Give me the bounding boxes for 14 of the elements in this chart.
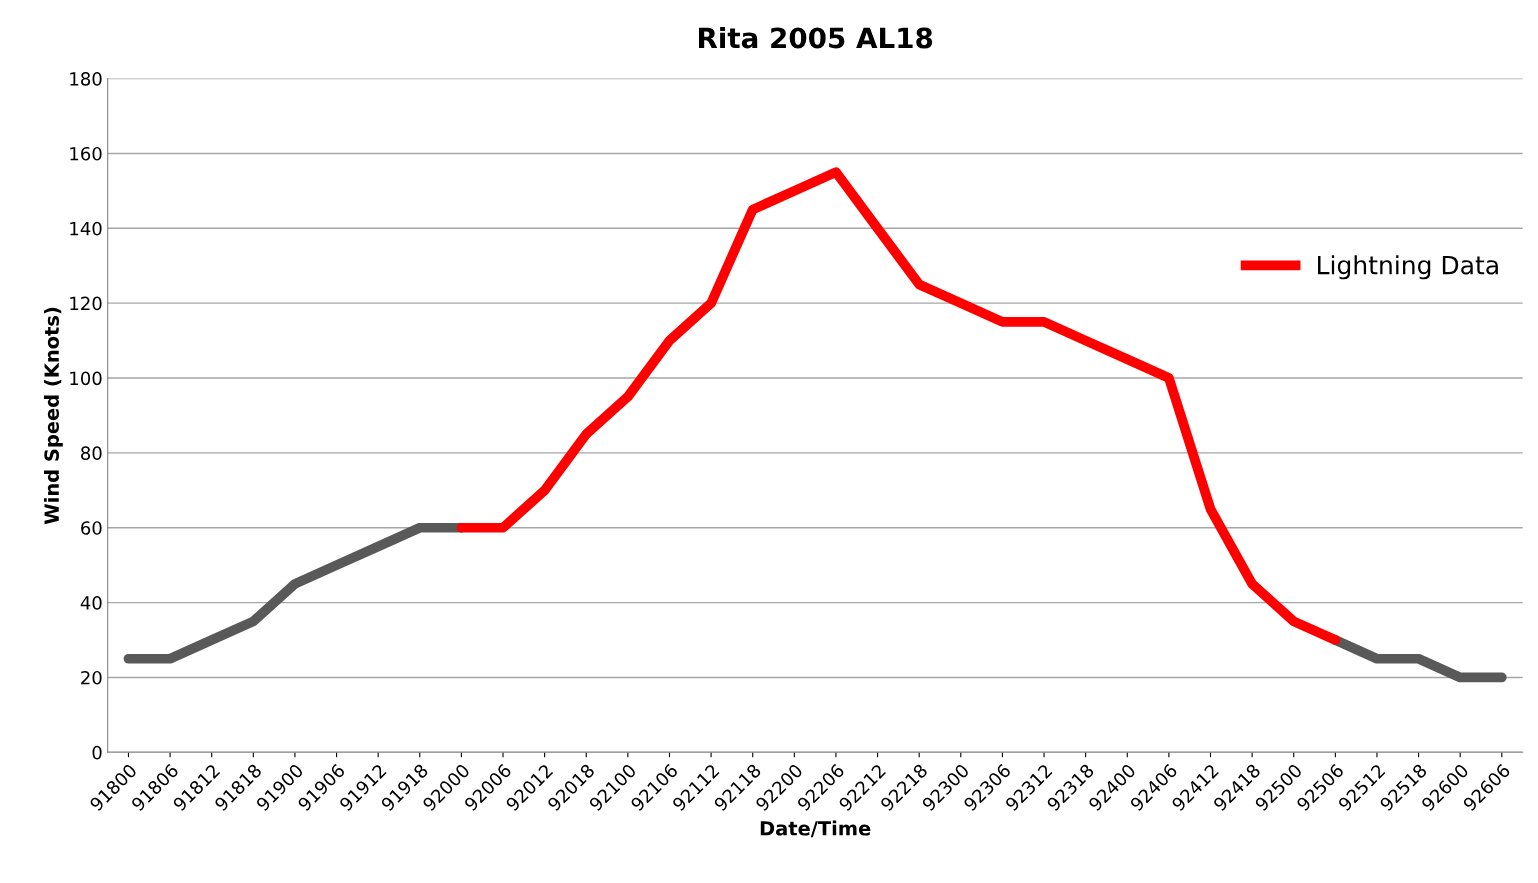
y-tick-label: 100 — [70, 371, 102, 386]
y-tick-label: 140 — [70, 221, 102, 236]
y-tick-label: 0 — [92, 745, 102, 760]
y-tick-label: 20 — [81, 670, 102, 685]
chart-title: Rita 2005 AL18 — [698, 26, 933, 49]
y-tick-label: 60 — [81, 521, 102, 535]
y-tick-label: 120 — [70, 296, 102, 311]
legend-label: Lightning Data — [1318, 255, 1498, 280]
x-axis-title: Date/Time — [760, 820, 871, 838]
y-tick-label: 40 — [80, 596, 102, 610]
y-tick-label: 80 — [81, 446, 102, 460]
y-axis-title: Wind Speed (Knots) — [43, 307, 63, 525]
y-tick-label: 180 — [70, 72, 102, 86]
y-tick-label: 160 — [70, 146, 102, 161]
